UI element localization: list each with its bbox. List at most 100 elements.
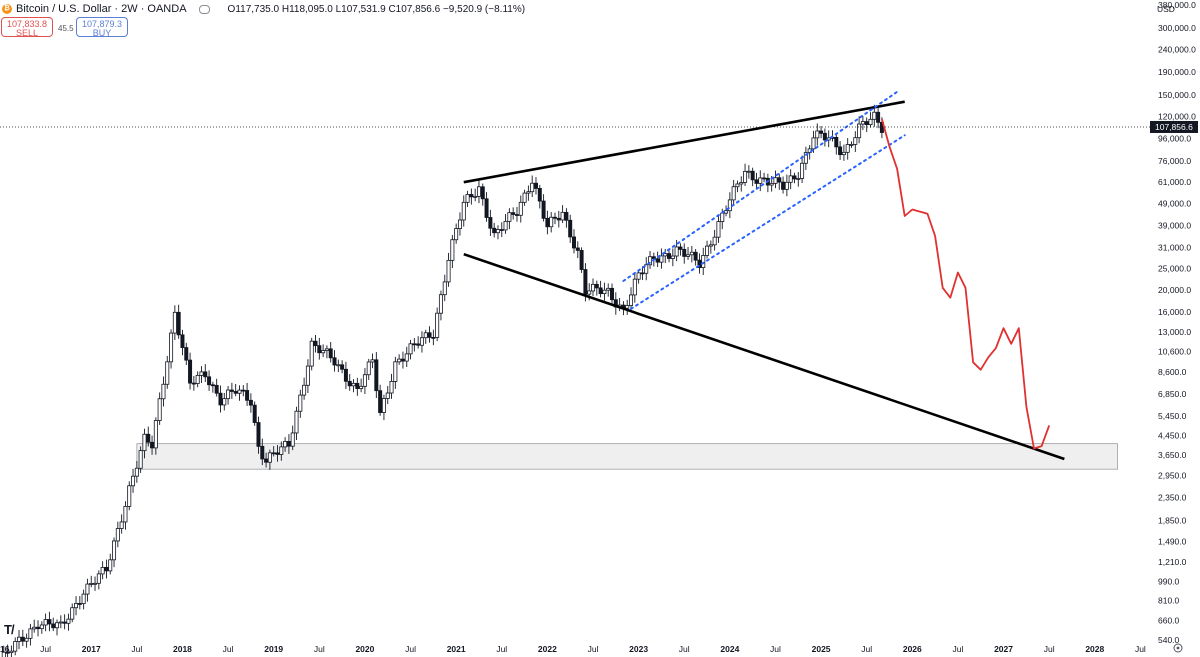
x-tick-label: 2022	[538, 644, 557, 654]
candle-body	[302, 384, 307, 396]
candle-body	[834, 136, 839, 148]
x-tick-label: Jul	[131, 644, 142, 654]
candle-body	[271, 452, 276, 455]
y-tick-label: 190,000.0	[1158, 67, 1196, 77]
candle-body	[150, 441, 155, 449]
candle-body	[416, 343, 421, 346]
candle-body	[313, 340, 318, 347]
candle-body	[659, 255, 664, 263]
y-tick-label: 39,000.0	[1158, 220, 1191, 230]
y-tick-label: 25,000.0	[1158, 264, 1191, 274]
candle-body	[336, 364, 341, 367]
candle-body	[188, 359, 193, 384]
candle-body	[876, 111, 881, 123]
candle-body	[351, 382, 356, 387]
candle-body	[739, 182, 744, 185]
candle-body	[720, 212, 725, 222]
tradingview-logo-icon[interactable]: T/	[4, 622, 15, 637]
symbol-info: ₿ Bitcoin / U.S. Dollar · 2W · OANDA O11…	[2, 3, 525, 15]
candle-body	[473, 195, 478, 198]
sell-price: 107,833.8	[6, 19, 48, 29]
projection-path	[881, 118, 1051, 450]
candle-body	[746, 170, 751, 173]
candle-body	[252, 404, 257, 423]
candle-body	[245, 390, 250, 401]
candle-body	[674, 246, 679, 257]
x-tick-label: 2027	[994, 644, 1013, 654]
y-tick-label: 1,210.0	[1158, 557, 1187, 567]
x-tick-label: 2021	[447, 644, 466, 654]
candle-body	[750, 170, 755, 181]
candle-body	[701, 255, 706, 268]
candle-body	[260, 445, 265, 460]
y-tick-label: 3,650.0	[1158, 450, 1187, 460]
candle-body	[89, 583, 94, 585]
candle-body	[146, 433, 151, 443]
y-tick-label: 2,950.0	[1158, 471, 1187, 481]
symbol-title[interactable]: Bitcoin / U.S. Dollar · 2W · OANDA	[16, 3, 187, 15]
x-tick-label: 2025	[812, 644, 831, 654]
candle-body	[533, 182, 538, 189]
buy-button[interactable]: 107,879.3 BUY	[76, 17, 128, 38]
y-tick-label: 13,000.0	[1158, 327, 1191, 337]
candle-body	[397, 358, 402, 363]
candle-body	[438, 294, 443, 314]
candle-body	[233, 391, 238, 394]
candle-body	[127, 485, 132, 507]
candle-body	[518, 201, 523, 216]
eye-icon[interactable]	[198, 4, 210, 14]
candle-body	[541, 200, 546, 219]
ohlc-readout: O117,735.0 H118,095.0 L107,531.9 C107,85…	[228, 4, 526, 15]
candle-body	[587, 290, 592, 295]
candle-body	[545, 217, 550, 228]
spread-value: 45.5	[58, 24, 74, 33]
x-tick-label: 2019	[264, 644, 283, 654]
x-tick-label: 2017	[82, 644, 101, 654]
candle-body	[682, 248, 687, 257]
candle-body	[822, 132, 827, 141]
axis-settings-icon	[1173, 643, 1183, 653]
candle-body	[104, 566, 109, 572]
candle-body	[815, 130, 820, 139]
candle-body	[762, 177, 767, 180]
x-tick-label: Jul	[679, 644, 690, 654]
y-tick-label: 810.0	[1158, 596, 1180, 606]
candle-body	[58, 621, 63, 624]
x-tick-label: 2028	[1085, 644, 1104, 654]
candle-body	[560, 211, 565, 221]
candle-body	[511, 212, 516, 215]
candle-body	[636, 272, 641, 280]
candle-body	[131, 475, 136, 487]
candle-body	[5, 651, 10, 654]
candle-body	[853, 137, 858, 145]
candle-body	[796, 178, 801, 180]
candle-body	[488, 217, 493, 229]
y-tick-label: 10,600.0	[1158, 347, 1191, 357]
candle-body	[237, 389, 242, 394]
candle-body	[811, 137, 816, 150]
candle-body	[781, 181, 786, 190]
candle-body	[161, 383, 166, 400]
candle-body	[218, 392, 223, 406]
support-zone	[136, 443, 1118, 470]
candle-body	[552, 216, 557, 219]
candle-body	[465, 194, 470, 203]
candle-body	[93, 582, 98, 585]
candle-body	[290, 432, 295, 447]
sell-button[interactable]: 107,833.8 SELL	[1, 17, 53, 38]
candle-body	[450, 239, 455, 261]
candle-body	[670, 255, 675, 259]
candle-body	[9, 650, 14, 654]
candle-body	[579, 250, 584, 270]
candle-body	[241, 389, 246, 392]
y-tick-label: 300,000.0	[1158, 23, 1196, 33]
candle-body	[845, 144, 850, 153]
candle-body	[644, 264, 649, 274]
currency-label[interactable]: USD	[1157, 4, 1175, 14]
candle-body	[868, 118, 873, 126]
candle-body	[800, 162, 805, 179]
candle-body	[267, 452, 272, 463]
candle-body	[77, 603, 82, 605]
candle-body	[572, 236, 577, 249]
